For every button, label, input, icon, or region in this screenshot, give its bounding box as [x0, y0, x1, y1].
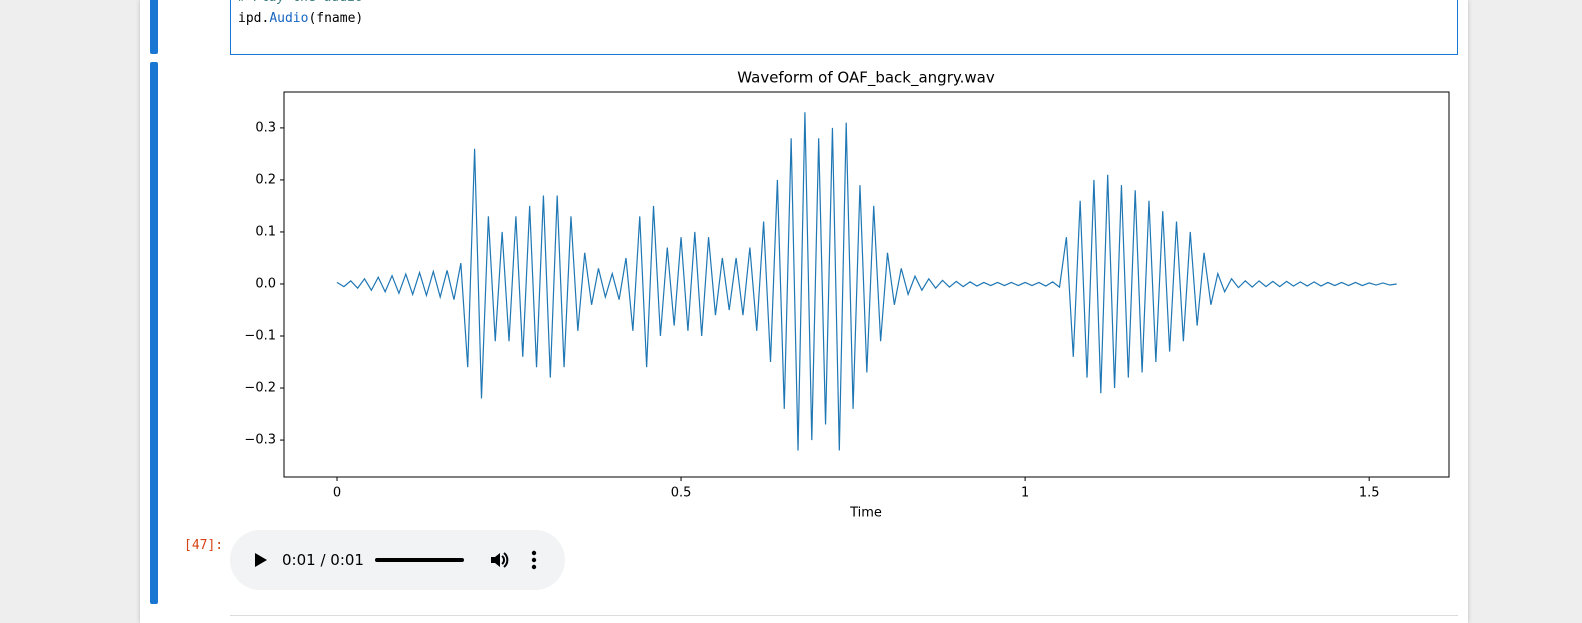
volume-button[interactable] [488, 549, 510, 571]
cell-marker[interactable] [150, 0, 158, 54]
x-tick-label: 1 [1021, 486, 1029, 501]
notebook [140, 0, 1468, 623]
y-tick-label: 0.1 [255, 224, 276, 239]
y-tick-label: 0.0 [255, 276, 276, 291]
chart: Waveform of OAF_back_angry.wav Time 0.3 0… [244, 69, 1450, 521]
cell-marker[interactable] [150, 62, 158, 604]
y-tick-label: −0.3 [244, 433, 276, 448]
code-token: Audio [269, 11, 309, 26]
code-token: (fname) [308, 11, 364, 26]
waveform [336, 112, 1397, 451]
audio-time: 0:01 / 0:01 [282, 551, 364, 569]
x-tick-label: 1.5 [1359, 486, 1380, 501]
menu-button[interactable] [528, 549, 540, 571]
y-tick-label: 0.2 [255, 172, 276, 187]
progress-bar[interactable] [375, 558, 464, 562]
code-cell[interactable]: # Play the audio ipd.Audio(fname) [230, 0, 1458, 55]
code-line: ipd.Audio(fname) [238, 11, 363, 26]
play-button[interactable] [250, 550, 270, 570]
code-token: ipd. [238, 11, 270, 26]
x-tick-label: 0 [333, 486, 341, 501]
audio-player: 0:01 / 0:01 [230, 530, 565, 590]
separator [230, 615, 1458, 616]
plot-frame [283, 91, 1450, 478]
x-axis-label: Time [849, 506, 882, 521]
y-tick-label: −0.1 [244, 329, 276, 344]
code-comment: # Play the audio [238, 0, 363, 5]
y-tick-label: −0.2 [244, 381, 276, 396]
chart-title: Waveform of OAF_back_angry.wav [737, 69, 995, 88]
y-tick-label: 0.3 [255, 120, 276, 135]
prompt: [47]: [184, 538, 224, 553]
x-tick-label: 0.5 [671, 486, 692, 501]
